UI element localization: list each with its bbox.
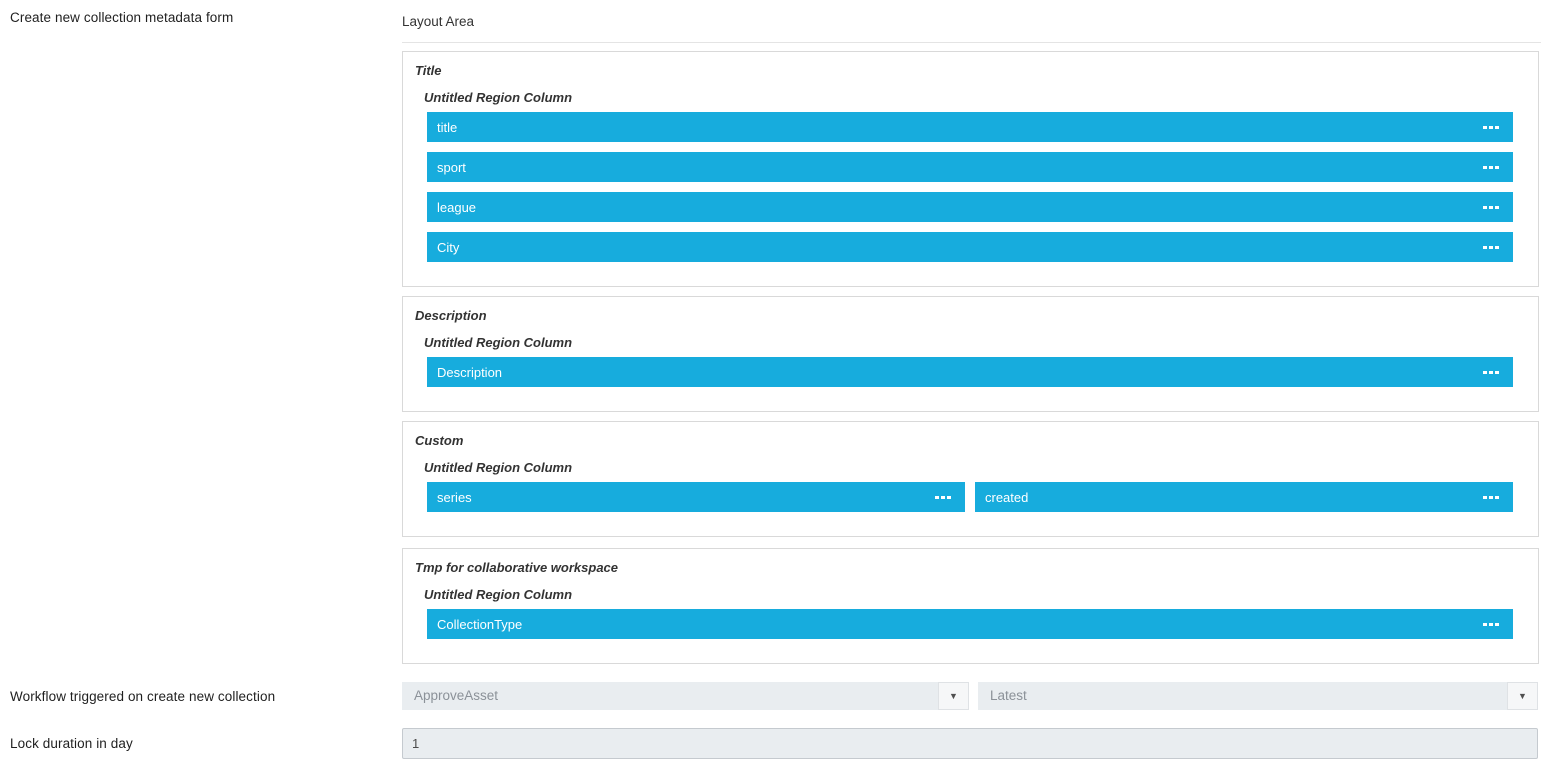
field-bar-series[interactable]: series <box>427 482 965 512</box>
region-column-dropzone: series created <box>427 482 1513 512</box>
workflow-version-selected-value: Latest <box>990 688 1027 703</box>
workflow-trigger-dropdown[interactable]: ApproveAsset ▼ <box>402 682 969 710</box>
section-title: Description <box>415 308 487 323</box>
chevron-down-icon[interactable]: ▼ <box>1507 682 1538 710</box>
field-label: Description <box>437 364 503 380</box>
drag-handle-icon[interactable] <box>1483 370 1499 374</box>
field-label: created <box>985 489 1029 505</box>
layout-section-tmp-collaborative-workspace: Tmp for collaborative workspace Untitled… <box>402 548 1539 664</box>
field-bar-sport[interactable]: sport <box>427 152 1513 182</box>
workflow-trigger-label: Workflow triggered on create new collect… <box>10 689 276 704</box>
drag-handle-icon[interactable] <box>1483 125 1499 129</box>
section-title: Title <box>415 63 442 78</box>
field-bar-title[interactable]: title <box>427 112 1513 142</box>
layout-area-title: Layout Area <box>402 14 475 29</box>
drag-handle-icon[interactable] <box>1483 622 1499 626</box>
region-column-dropzone: title sport league City <box>427 112 1513 262</box>
workflow-version-dropdown[interactable]: Latest ▼ <box>978 682 1538 710</box>
section-title: Custom <box>415 433 464 448</box>
field-bar-city[interactable]: City <box>427 232 1513 262</box>
region-column-title: Untitled Region Column <box>424 460 573 475</box>
field-label: City <box>437 239 460 255</box>
field-label: title <box>437 119 458 135</box>
field-bar-description[interactable]: Description <box>427 357 1513 387</box>
lock-duration-input[interactable] <box>402 728 1538 759</box>
field-bar-created[interactable]: created <box>975 482 1513 512</box>
lock-duration-label: Lock duration in day <box>10 736 133 751</box>
field-label: sport <box>437 159 466 175</box>
drag-handle-icon[interactable] <box>1483 495 1499 499</box>
drag-handle-icon[interactable] <box>1483 165 1499 169</box>
region-column-title: Untitled Region Column <box>424 90 573 105</box>
field-label: series <box>437 489 472 505</box>
field-bar-league[interactable]: league <box>427 192 1513 222</box>
region-column-title: Untitled Region Column <box>424 587 573 602</box>
create-form-label: Create new collection metadata form <box>10 10 234 25</box>
drag-handle-icon[interactable] <box>1483 245 1499 249</box>
region-column-dropzone: Description <box>427 357 1513 387</box>
section-title: Tmp for collaborative workspace <box>415 560 619 575</box>
layout-section-description: Description Untitled Region Column Descr… <box>402 296 1539 412</box>
chevron-down-icon[interactable]: ▼ <box>938 682 969 710</box>
drag-handle-icon[interactable] <box>1483 205 1499 209</box>
layout-area-divider <box>402 42 1541 43</box>
layout-section-custom: Custom Untitled Region Column series cre… <box>402 421 1539 537</box>
field-label: CollectionType <box>437 616 523 632</box>
region-column-title: Untitled Region Column <box>424 335 573 350</box>
region-column-dropzone: CollectionType <box>427 609 1513 639</box>
drag-handle-icon[interactable] <box>935 495 951 499</box>
field-bar-collectiontype[interactable]: CollectionType <box>427 609 1513 639</box>
workflow-trigger-selected-value: ApproveAsset <box>414 688 499 703</box>
layout-section-title: Title Untitled Region Column title sport… <box>402 51 1539 287</box>
field-label: league <box>437 199 477 215</box>
